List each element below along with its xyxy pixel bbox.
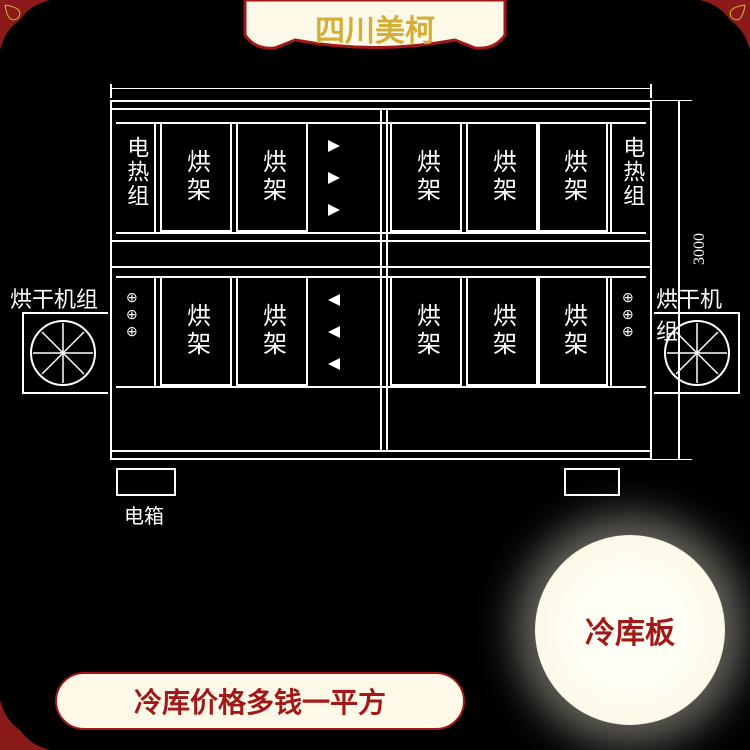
row1-bot (116, 232, 646, 234)
center-divider (380, 108, 382, 450)
fan-box-right (738, 312, 740, 394)
corner-top-left (0, 0, 50, 50)
outer-left (110, 100, 112, 460)
dim-line (678, 100, 680, 460)
dimension-value: 3000 (691, 233, 709, 265)
rack-label: 烘架 (556, 303, 591, 359)
dim-top-ext2 (650, 84, 652, 98)
flow-arrow-icon (328, 326, 340, 338)
fan-box-right (654, 392, 740, 394)
center-divider2 (386, 108, 388, 450)
fan-icon (28, 318, 98, 393)
rack-label: 烘架 (255, 149, 290, 205)
outer-top (110, 100, 652, 102)
heater-right-border (610, 122, 612, 232)
rack-cell: 烘架 (236, 122, 308, 232)
rack-label: 烘架 (409, 149, 444, 205)
elec-box-label: 电箱 (124, 500, 164, 529)
rack-cell: 烘架 (538, 276, 608, 386)
dim-ext-bot (652, 459, 692, 460)
mid-line1 (110, 240, 652, 242)
right-small-box (564, 468, 620, 496)
header-banner: 四川美柯 (225, 0, 525, 55)
fan-box-left (22, 392, 108, 394)
rack-label: 烘架 (556, 149, 591, 205)
rack-cell: 烘架 (236, 276, 308, 386)
outer-right (650, 100, 652, 460)
dim-top-ext (110, 84, 112, 98)
product-badge-text: 冷库板 (585, 608, 675, 652)
corner-bottom-left (0, 700, 50, 750)
price-banner: 冷库价格多钱一平方 (55, 672, 465, 730)
corner-top-right (700, 0, 750, 50)
dim-ext-top (652, 100, 692, 101)
flow-arrow-icon (328, 140, 340, 152)
rack-cell: 烘架 (538, 122, 608, 232)
outer-bottom2 (110, 450, 652, 452)
rack-label: 烘架 (409, 303, 444, 359)
fan-icon (662, 318, 732, 393)
elec-symbol-icon: ⊕⊕⊕ (622, 290, 634, 341)
rack-cell: 烘架 (390, 122, 462, 232)
rack-cell: 烘架 (390, 276, 462, 386)
heater-right-border2 (610, 276, 612, 386)
price-banner-text: 冷库价格多钱一平方 (134, 681, 386, 721)
outer-bottom (110, 458, 652, 460)
floor-plan-diagram: 烘架 烘架 烘架 烘架 烘架 烘架 烘架 烘架 烘架 烘架 电热组 电热组 ⊕⊕… (10, 80, 740, 520)
rack-label: 烘架 (485, 303, 520, 359)
rack-cell: 烘架 (160, 122, 232, 232)
heater-left-border (154, 122, 156, 232)
fan-box-right (654, 312, 740, 314)
rack-label: 烘架 (179, 303, 214, 359)
flow-arrow-icon (328, 172, 340, 184)
heater-label-left: 电热组 (124, 136, 148, 208)
product-badge: 冷库板 (535, 535, 725, 725)
rack-cell: 烘架 (466, 276, 538, 386)
flow-arrow-icon (328, 294, 340, 306)
heater-left-border2 (154, 276, 156, 386)
fan-box-left (22, 312, 24, 394)
dryer-unit-label-left: 烘干机组 (10, 282, 98, 314)
fan-box-left (22, 312, 108, 314)
elec-symbol-icon: ⊕⊕⊕ (126, 290, 138, 341)
flow-arrow-icon (328, 358, 340, 370)
mid-line2 (110, 266, 652, 268)
rack-label: 烘架 (255, 303, 290, 359)
rack-cell: 烘架 (466, 122, 538, 232)
header-title: 四川美柯 (225, 6, 525, 50)
rack-cell: 烘架 (160, 276, 232, 386)
rack-label: 烘架 (179, 149, 214, 205)
row2-bot (116, 386, 646, 388)
dim-top-line (110, 88, 652, 89)
flow-arrow-icon (328, 204, 340, 216)
rack-label: 烘架 (485, 149, 520, 205)
elec-box (116, 468, 176, 496)
heater-label-right: 电热组 (620, 136, 644, 208)
